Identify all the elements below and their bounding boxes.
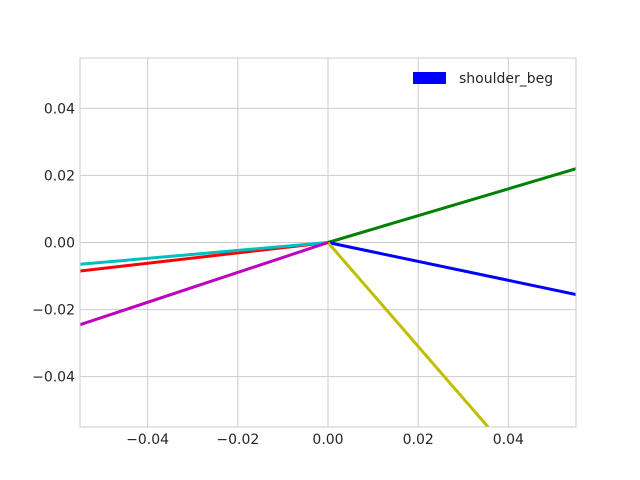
- series-line-3: [326, 241, 490, 427]
- series-line-5: [80, 241, 329, 266]
- series-line-1: [327, 167, 576, 244]
- series-line-2: [327, 241, 576, 296]
- legend-swatch: [413, 72, 446, 84]
- x-tick-label: 0.04: [493, 432, 524, 448]
- y-tick-label: −0.04: [32, 370, 75, 386]
- legend-label: shoulder_beg: [459, 71, 553, 87]
- x-tick-label: −0.04: [126, 432, 169, 448]
- y-tick-label: 0.00: [44, 236, 75, 252]
- x-tick-label: 0.02: [403, 432, 434, 448]
- plot-lines: [80, 167, 576, 427]
- series-line-6: [80, 241, 329, 327]
- x-tick-label: 0.00: [312, 432, 343, 448]
- y-tick-label: 0.02: [44, 168, 75, 184]
- y-tick-label: −0.02: [32, 303, 75, 319]
- plot-frame: [79, 57, 577, 428]
- y-tick-label: 0.04: [44, 101, 75, 117]
- y-axis-tick-labels: −0.04 −0.02 0.00 0.02 0.04: [32, 101, 75, 385]
- x-axis-tick-labels: −0.04 −0.02 0.00 0.02 0.04: [126, 432, 524, 448]
- x-tick-label: −0.02: [216, 432, 259, 448]
- legend: shoulder_beg: [413, 71, 553, 87]
